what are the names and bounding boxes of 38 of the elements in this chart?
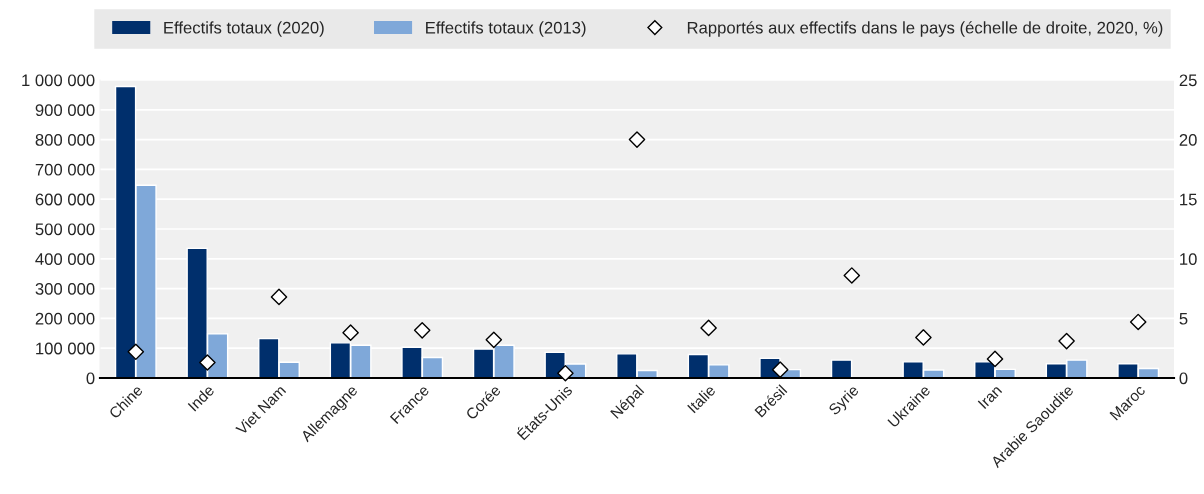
y2-tick-label: 20 (1179, 134, 1197, 146)
x-tick-label: Iran (977, 384, 1003, 410)
y-tick-label: 600 000 (35, 193, 95, 206)
legend-label: Rapportés aux effectifs dans le pays (échelle de droite, 2020, %) (687, 21, 1163, 37)
point (915, 329, 932, 346)
y-tick-label: 100 000 (36, 342, 95, 355)
y2-tick-label: 25 (1179, 74, 1197, 87)
point (1058, 332, 1075, 350)
bar (830, 359, 853, 378)
y-tick-label: 900 000 (35, 104, 95, 116)
y-tick-label: 0 (86, 372, 95, 385)
x-tick-label: Inde (187, 384, 215, 412)
y2-tick-label: 10 (1180, 253, 1197, 265)
point (700, 319, 717, 337)
legend-label: Effectifs totaux (2020) (164, 21, 324, 37)
y2-tick-label: 15 (1180, 193, 1197, 206)
y-tick-label: 300 000 (35, 283, 95, 295)
point (1129, 313, 1147, 331)
point (199, 354, 216, 371)
point (127, 343, 145, 361)
y2-tick-label: 5 (1179, 312, 1188, 325)
point (628, 131, 646, 148)
point (843, 267, 861, 284)
point (485, 331, 503, 349)
point (342, 324, 359, 342)
point (986, 350, 1004, 368)
y-tick-label: 800 000 (35, 134, 95, 146)
legend-label: Effectifs totaux (2013) (426, 21, 586, 37)
y-tick-label: 700 000 (35, 163, 95, 176)
point (270, 288, 288, 306)
y-tick-label: 500 000 (35, 223, 95, 236)
y-tick-label: 200 000 (35, 312, 95, 325)
y-tick-label: 1 000 000 (22, 74, 95, 87)
point (771, 361, 789, 378)
y2-tick-label: 0 (1179, 372, 1188, 385)
point (413, 322, 431, 339)
y-tick-label: 400 000 (35, 253, 95, 265)
point (557, 364, 574, 382)
